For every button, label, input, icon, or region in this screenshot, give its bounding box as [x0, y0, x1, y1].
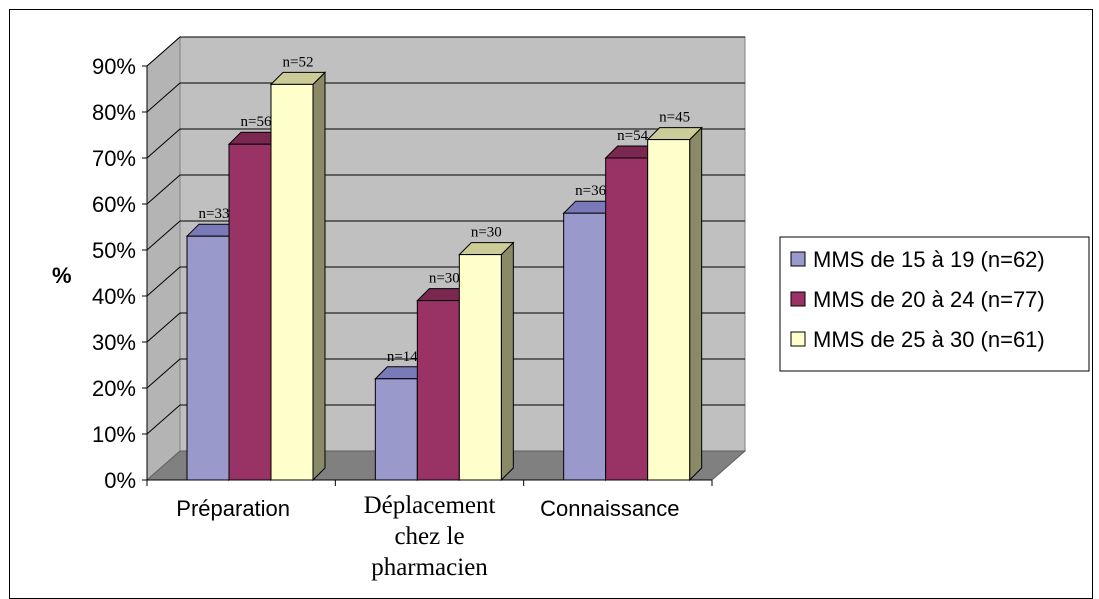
side-wall [146, 35, 181, 482]
category-label-line: Connaissance [540, 496, 679, 521]
bar [605, 157, 649, 481]
gridline [146, 36, 745, 67]
y-tick-label: 70% [92, 146, 136, 171]
gridline [146, 358, 745, 389]
gridline [146, 128, 745, 159]
legend-swatch [790, 331, 806, 347]
y-tick-label: 30% [92, 330, 136, 355]
y-axis-label: % [52, 263, 72, 288]
bar [458, 254, 502, 481]
data-label: n=33 [199, 206, 230, 222]
legend-swatch [790, 251, 806, 267]
legend: MMS de 15 à 19 (n=62) MMS de 20 à 24 (n=7… [779, 236, 1090, 372]
legend-box [779, 236, 1090, 372]
gridlines [146, 36, 745, 435]
data-label: n=30 [471, 225, 502, 241]
y-tick-label: 0% [104, 468, 136, 493]
bar [270, 83, 314, 481]
category-label: Déplacement chez le pharmacien [364, 492, 496, 581]
bar [186, 235, 230, 481]
data-label: n=14 [387, 349, 418, 365]
bar [228, 143, 272, 481]
category-label: Connaissance [540, 496, 679, 521]
bar-side [500, 241, 514, 482]
y-tick-label: 40% [92, 284, 136, 309]
data-label: n=36 [575, 183, 606, 199]
y-tick-label: 80% [92, 100, 136, 125]
data-label: n=45 [659, 110, 690, 126]
category-label-line: Préparation [176, 496, 290, 521]
y-tick-label: 20% [92, 376, 136, 401]
bar-side [689, 126, 703, 482]
x-axis: Préparation Déplacement chez le pharmacien C… [146, 480, 713, 581]
category-label-line: pharmacien [371, 554, 488, 581]
gridline [146, 220, 745, 251]
legend-swatch [790, 291, 806, 307]
y-tick-label: 60% [92, 192, 136, 217]
gridline [146, 404, 745, 435]
y-axis: 0% 10% 20% 30% 40% 50% 60% 70% 80% 90% [92, 54, 712, 493]
legend-label: MMS de 20 à 24 (n=77) [813, 287, 1045, 312]
data-label: n=30 [429, 271, 460, 287]
bar-side [312, 71, 326, 482]
category-label: Préparation [176, 496, 290, 521]
gridline [146, 266, 745, 297]
bar [416, 300, 460, 481]
bar [563, 212, 607, 481]
category-label-line: Déplacement [364, 492, 496, 519]
bars: n=33 n=56 n=52 n=14 n=30 n=30 n=36 n=54 n=45 [185, 54, 703, 482]
y-tick-label: 50% [92, 238, 136, 263]
legend-label: MMS de 25 à 30 (n=61) [813, 327, 1045, 352]
data-label: n=56 [241, 114, 272, 130]
category-label-line: chez le [394, 523, 464, 550]
data-label: n=52 [283, 54, 314, 70]
gridline [146, 312, 745, 343]
y-tick-label: 10% [92, 422, 136, 447]
data-label: n=54 [617, 128, 648, 144]
gridline [146, 174, 745, 205]
bar [647, 139, 691, 481]
bar [374, 378, 418, 481]
gridline [146, 82, 745, 113]
y-tick-label: 90% [92, 54, 136, 79]
legend-label: MMS de 15 à 19 (n=62) [813, 247, 1045, 272]
